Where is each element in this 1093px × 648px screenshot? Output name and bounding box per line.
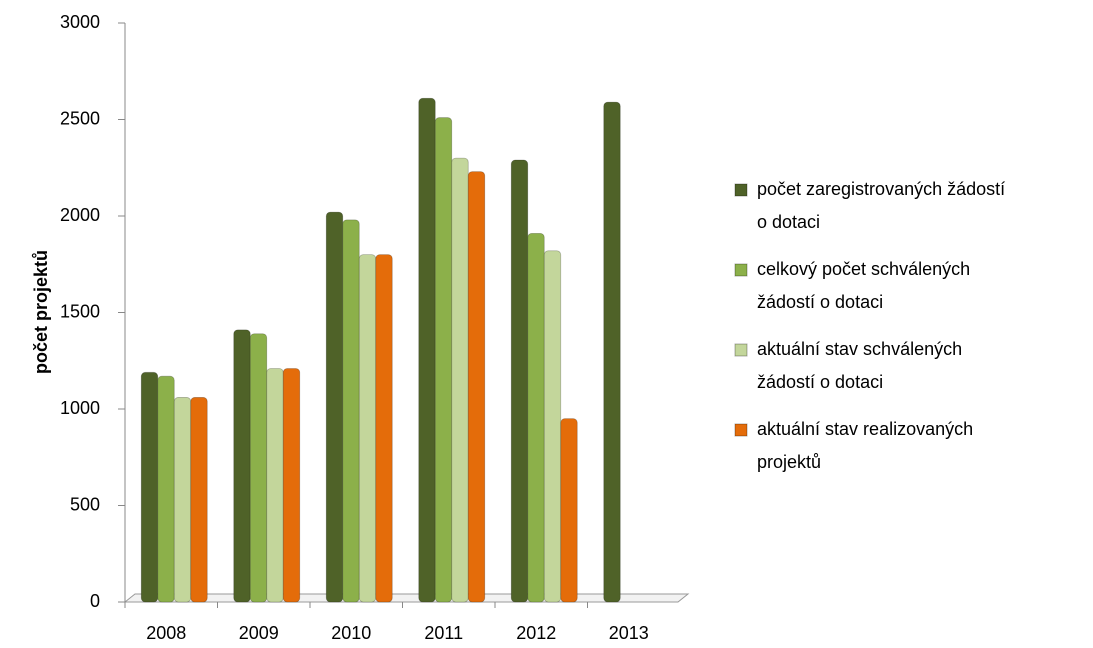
bar	[418, 97, 436, 603]
bar	[173, 397, 192, 603]
y-tick-label: 1000	[60, 398, 100, 418]
y-tick-label: 3000	[60, 12, 100, 32]
y-tick-label: 2000	[60, 205, 100, 225]
bar	[603, 101, 621, 603]
bar	[190, 397, 208, 603]
bar	[543, 250, 562, 603]
y-tick-label: 1500	[60, 301, 100, 321]
legend-label: aktuální stav schválených žádostí o dotac…	[757, 339, 962, 392]
bar	[282, 368, 301, 603]
bar	[527, 232, 545, 603]
x-tick-label: 2009	[239, 623, 279, 643]
y-tick-label: 500	[70, 494, 100, 514]
bar	[266, 368, 284, 603]
legend-swatch	[734, 343, 748, 357]
bar	[375, 254, 393, 603]
bar	[510, 159, 529, 603]
bar	[233, 329, 251, 603]
bar	[560, 418, 578, 603]
y-tick-label: 0	[90, 591, 100, 611]
legend-label: celkový počet schválených žádostí o dotac…	[757, 259, 970, 312]
bar	[467, 171, 486, 603]
legend-swatch	[734, 423, 748, 437]
legend-label: aktuální stav realizovaných projektů	[757, 419, 973, 472]
bar	[342, 219, 360, 603]
bar	[249, 333, 268, 603]
x-tick-label: 2008	[146, 623, 186, 643]
y-axis-label: počet projektů	[31, 250, 51, 374]
bar	[451, 157, 469, 603]
legend-swatch	[734, 263, 748, 277]
bar	[325, 211, 344, 603]
bar	[140, 371, 159, 603]
x-tick-label: 2013	[609, 623, 649, 643]
x-tick-label: 2010	[331, 623, 371, 643]
bar	[434, 117, 453, 603]
bar	[157, 375, 175, 603]
bar	[358, 254, 377, 603]
legend-label: počet zaregistrovaných žádostí o dotaci	[757, 179, 1005, 232]
legend-swatch	[734, 183, 748, 197]
x-tick-label: 2012	[516, 623, 556, 643]
x-tick-label: 2011	[424, 623, 463, 643]
y-tick-label: 2500	[60, 108, 100, 128]
